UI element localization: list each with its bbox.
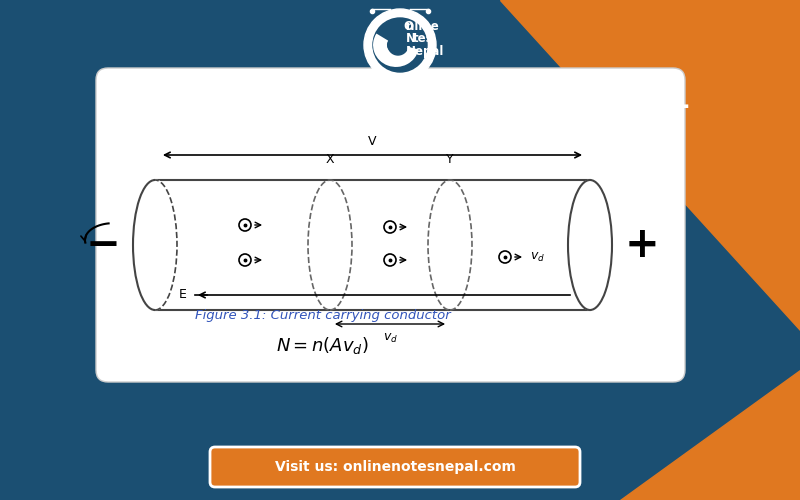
Polygon shape <box>500 0 800 330</box>
Text: nline: nline <box>406 20 438 34</box>
Text: O: O <box>403 20 413 34</box>
Text: Y: Y <box>446 153 454 166</box>
Text: $\it{v}_d$: $\it{v}_d$ <box>530 250 545 264</box>
Text: −: − <box>86 224 121 266</box>
Text: +: + <box>625 224 659 266</box>
Text: X: X <box>326 153 334 166</box>
FancyBboxPatch shape <box>210 447 580 487</box>
Text: V: V <box>368 135 377 148</box>
Circle shape <box>388 35 408 55</box>
Circle shape <box>373 18 427 72</box>
Text: Figure 3.1: Current carrying conductor: Figure 3.1: Current carrying conductor <box>195 308 450 322</box>
Text: Nepal: Nepal <box>406 44 444 58</box>
Ellipse shape <box>568 180 612 310</box>
Text: $N = n(Av_d)$: $N = n(Av_d)$ <box>276 334 369 355</box>
Polygon shape <box>620 370 800 500</box>
Ellipse shape <box>133 180 177 310</box>
Text: E: E <box>179 288 187 302</box>
Text: Visit us: onlinenotesnepal.com: Visit us: onlinenotesnepal.com <box>274 460 515 474</box>
Text: CLASSICAL  FREE  ELECTRON  MODEL: CLASSICAL FREE ELECTRON MODEL <box>111 86 689 114</box>
Circle shape <box>364 9 436 81</box>
FancyBboxPatch shape <box>96 68 685 382</box>
Text: $\it{v}_d$: $\it{v}_d$ <box>382 332 398 345</box>
Text: tes: tes <box>413 32 434 46</box>
Text: N: N <box>406 32 416 46</box>
